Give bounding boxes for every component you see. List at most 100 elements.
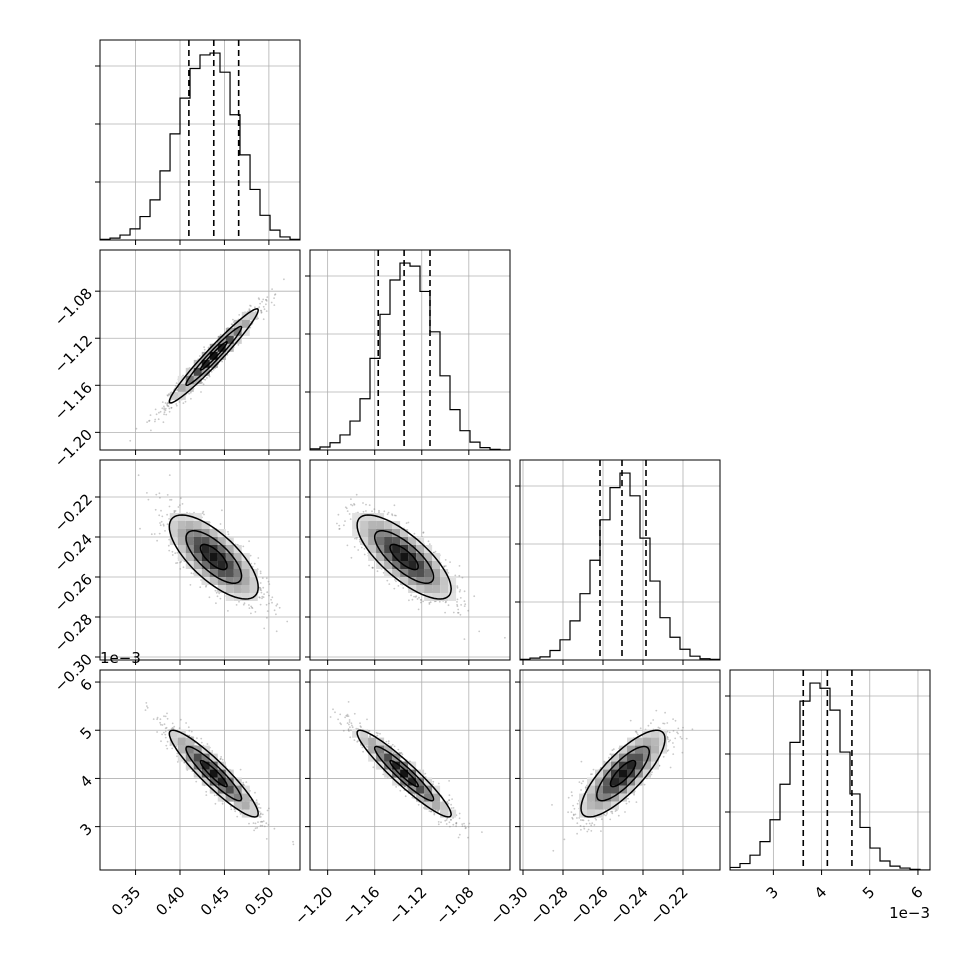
contour-line	[168, 308, 259, 404]
scatter-point	[248, 604, 250, 606]
y-tick-label: 5	[77, 724, 96, 743]
scatter-point	[338, 528, 341, 530]
scatter-point	[162, 523, 165, 526]
scatter-point	[155, 493, 158, 496]
scatter-point	[179, 568, 182, 570]
scatter-point	[349, 518, 352, 520]
density-cell	[400, 529, 409, 537]
scatter-point	[208, 596, 211, 599]
y-tick-label: −1.08	[51, 284, 96, 329]
scatter-point	[210, 370, 213, 373]
scatter-point	[175, 403, 178, 405]
scatter-point	[257, 821, 259, 823]
density-cell	[217, 561, 226, 569]
scatter-point	[162, 421, 165, 424]
density-cell	[384, 537, 393, 545]
scatter-point	[248, 309, 251, 312]
scatter-point	[175, 404, 178, 407]
density-cell	[201, 529, 210, 537]
scatter-point	[504, 636, 506, 639]
density-cell	[408, 577, 417, 585]
scatter-point	[355, 537, 358, 540]
scatter-point	[160, 740, 162, 743]
density-cell	[432, 569, 441, 577]
density-cell	[233, 593, 242, 601]
scatter-point	[160, 520, 163, 523]
density-cell	[368, 529, 377, 537]
density-cell	[448, 577, 457, 585]
scatter-point	[438, 600, 441, 603]
scatter-point	[183, 761, 186, 764]
scatter-point	[405, 522, 408, 524]
scatter-point	[164, 402, 167, 404]
density-cell	[440, 577, 449, 585]
scatter-point	[249, 304, 251, 307]
scatter-point	[135, 427, 138, 430]
density-cell	[448, 593, 457, 601]
scatter-point	[179, 718, 182, 721]
scatter-point	[159, 524, 162, 527]
scatter-point	[179, 504, 181, 506]
density-cell	[193, 367, 202, 376]
y-tick-label: −0.24	[51, 530, 96, 575]
scatter-point	[464, 603, 467, 606]
scatter-point	[248, 308, 251, 310]
scatter-point	[166, 403, 169, 406]
density-cell	[392, 537, 401, 545]
scatter-point	[176, 562, 179, 564]
scatter-point	[363, 553, 366, 556]
scatter-point	[207, 346, 210, 349]
scatter-point	[260, 591, 263, 594]
panel-content	[144, 702, 295, 846]
scatter-point	[238, 314, 241, 316]
scatter-point	[180, 560, 183, 563]
scatter-point	[189, 391, 192, 394]
scatter-point	[168, 549, 171, 552]
scatter-point	[275, 630, 278, 633]
panel-r2-c1	[305, 459, 511, 665]
scatter-point	[416, 598, 419, 600]
scatter-point	[428, 601, 431, 604]
scatter-point	[179, 561, 182, 564]
density-cell	[241, 593, 250, 601]
density-cell	[440, 585, 449, 593]
scatter-point	[348, 513, 351, 515]
scatter-point	[252, 822, 255, 824]
scatter-point	[274, 294, 276, 296]
density-cell	[368, 537, 377, 545]
scatter-point	[463, 638, 466, 640]
contour-line	[168, 514, 259, 600]
scatter-point	[260, 312, 263, 314]
scatter-point	[177, 506, 180, 508]
scatter-point	[149, 414, 152, 416]
x-tick-label: 3	[763, 883, 782, 902]
scatter-point	[215, 602, 217, 605]
panel-r1-c0: −1.08−1.12−1.16−1.20	[51, 249, 301, 471]
scatter-point	[473, 595, 476, 598]
scatter-point	[163, 405, 165, 408]
scatter-point	[422, 531, 425, 534]
scatter-point	[459, 597, 462, 599]
scatter-point	[268, 807, 270, 810]
scatter-point	[266, 591, 269, 594]
density-cell	[225, 327, 234, 336]
density-cell	[376, 537, 385, 545]
density-cell	[416, 561, 425, 569]
scatter-point	[259, 812, 262, 815]
scatter-point	[365, 510, 367, 512]
scatter-point	[458, 565, 461, 567]
scatter-point	[258, 298, 261, 301]
scatter-point	[270, 301, 273, 304]
scatter-point	[420, 599, 423, 601]
scatter-point	[259, 572, 262, 575]
scatter-point	[268, 602, 270, 605]
scatter-point	[164, 733, 167, 736]
scatter-point	[152, 718, 155, 720]
density-cell	[225, 569, 234, 577]
scatter-point	[270, 598, 272, 601]
scatter-point	[444, 565, 447, 567]
scatter-point	[395, 580, 397, 583]
density-cell	[185, 537, 194, 545]
panel-frame	[729, 669, 931, 871]
scatter-point	[265, 303, 267, 306]
